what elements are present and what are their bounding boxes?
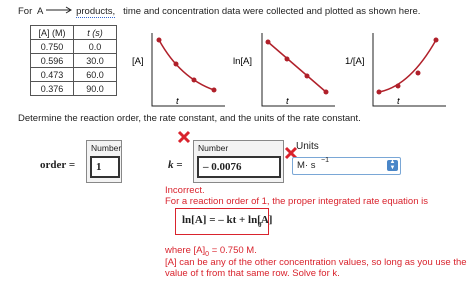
axes — [151, 33, 225, 107]
y-label: 1/[A] — [345, 56, 365, 67]
product: products, — [76, 6, 116, 18]
intro-text: time and concentration data were collect… — [123, 6, 421, 17]
dropdown-button[interactable]: ▲ ▼ — [387, 159, 398, 171]
y-label: ln[A] — [233, 56, 252, 67]
equation: ln[A] = – kt + ln[A] — [182, 214, 273, 226]
table-row: 0.376 90.0 — [30, 81, 117, 96]
intro-prefix: For — [18, 6, 33, 17]
point — [433, 37, 439, 43]
note: value of t from that same row. Solve for… — [165, 268, 340, 279]
curve — [158, 39, 215, 91]
point — [395, 83, 401, 89]
k-input[interactable]: – 0.0076 — [197, 156, 281, 178]
where-prefix: where [A] — [165, 245, 206, 256]
where-suffix: = 0.750 M. — [211, 245, 257, 256]
reactant: A — [37, 6, 43, 17]
curve — [267, 41, 327, 93]
feedback-line: For a reaction order of 1, the proper in… — [165, 196, 428, 207]
point — [211, 87, 217, 93]
wrong-icon — [177, 130, 191, 144]
question: Determine the reaction order, the rate c… — [18, 113, 361, 124]
table-header: [A] (M) t (s) — [30, 25, 117, 40]
box-label: Number — [91, 143, 122, 153]
where-subscript: 0 — [205, 250, 210, 258]
point — [304, 73, 310, 79]
point — [284, 56, 290, 62]
equation-box: ln[A] = – kt + ln[A] 0 — [175, 208, 273, 235]
axes — [261, 33, 335, 107]
equation-subscript: 0 — [258, 221, 262, 229]
arrow — [46, 6, 73, 14]
point — [265, 39, 271, 45]
units-label: Units — [296, 141, 319, 152]
point — [156, 37, 162, 43]
plot: [A] t — [132, 33, 225, 107]
data-table: [A] (M) t (s) 0.750 0.0 0.596 30.0 0.473 60.… — [30, 25, 117, 96]
curve — [378, 39, 437, 93]
point — [376, 89, 382, 95]
box-label: Number — [198, 143, 229, 153]
order-label: order = — [40, 159, 76, 171]
note: [A] can be any of the other concentratio… — [165, 257, 467, 268]
units-select[interactable]: M· s −1 ▲ ▼ — [292, 157, 401, 175]
point — [415, 70, 421, 76]
x-label: t — [286, 96, 289, 107]
feedback-status: Incorrect. — [165, 185, 205, 196]
where-line: where [A]0 = 0.750 M. — [165, 245, 257, 258]
y-label: [A] — [132, 56, 144, 67]
point — [323, 89, 329, 95]
order-box: Number 1 — [86, 140, 122, 183]
units-value: M· s — [297, 160, 316, 171]
point — [191, 77, 197, 83]
units-exponent: −1 — [321, 157, 329, 164]
intro: For A products, time and concentration d… — [18, 6, 421, 18]
plot: 1/[A] t — [345, 33, 446, 107]
plot: ln[A] t — [233, 33, 335, 107]
plots: [A] t ln[A] t 1/[A] t — [132, 33, 446, 107]
k-box: Number – 0.0076 — [193, 140, 284, 183]
table-row: 0.473 60.0 — [30, 67, 117, 82]
point — [173, 61, 179, 67]
k-label: k = — [168, 159, 183, 171]
cell: 90.0 — [73, 81, 117, 96]
wrong-icon — [284, 146, 298, 160]
order-input[interactable]: 1 — [90, 156, 120, 178]
axes — [372, 33, 446, 107]
x-label: t — [397, 96, 400, 107]
table-row: 0.750 0.0 — [30, 39, 117, 54]
x-label: t — [176, 96, 179, 107]
